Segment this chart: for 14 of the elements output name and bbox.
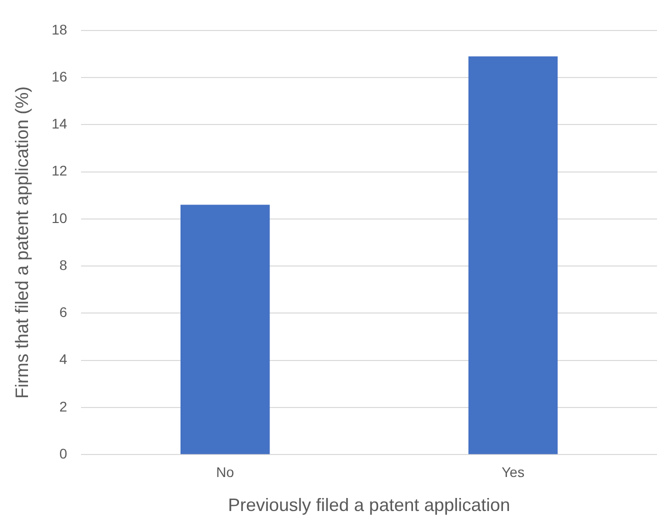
x-tick-label: No bbox=[216, 464, 234, 480]
y-tick-label: 10 bbox=[52, 210, 68, 226]
x-axis-title: Previously filed a patent application bbox=[228, 495, 510, 516]
y-tick-label: 6 bbox=[59, 304, 68, 320]
y-tick-label: 4 bbox=[59, 351, 68, 368]
y-axis-title: Firms that filed a patent application (%) bbox=[12, 86, 32, 399]
y-tick-label: 0 bbox=[59, 445, 68, 462]
x-tick-label: Yes bbox=[502, 464, 524, 480]
y-tick-label: 12 bbox=[52, 162, 68, 179]
y-tick-label: 2 bbox=[59, 398, 68, 414]
y-tick-label: 18 bbox=[52, 21, 68, 38]
y-tick-label: 8 bbox=[59, 256, 68, 273]
y-tick-label: 16 bbox=[52, 68, 68, 84]
y-tick-label: 14 bbox=[52, 116, 68, 132]
